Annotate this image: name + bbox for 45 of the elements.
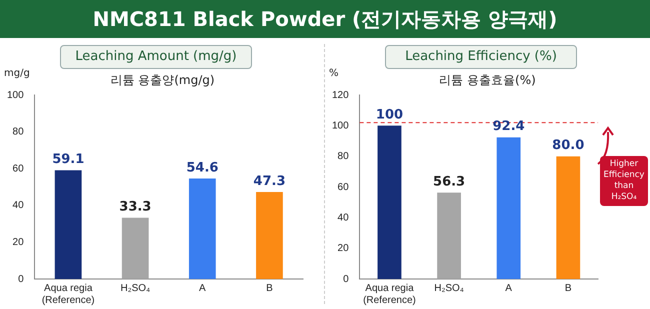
y-tick-label: 40 xyxy=(338,212,350,224)
bar xyxy=(378,126,402,279)
bar xyxy=(188,178,216,279)
bar xyxy=(54,170,82,279)
text: Higher Efficiency than H₂SO₄ xyxy=(600,156,648,206)
y-tick-label: 0 xyxy=(18,274,24,285)
x-tick-label: B xyxy=(266,282,274,294)
data-label: 92.4 xyxy=(492,119,525,134)
y-tick-label: 80 xyxy=(338,151,350,162)
data-label: 59.1 xyxy=(52,152,84,168)
chart-title: Leaching Efficiency (%) xyxy=(385,45,577,69)
y-tick-label: 20 xyxy=(12,236,24,248)
y-axis-title: % xyxy=(329,68,339,79)
x-tick-label: Aqua regia (Reference) xyxy=(363,282,416,306)
data-label: 33.3 xyxy=(119,200,152,215)
y-tick-label: 120 xyxy=(332,90,350,101)
x-tick-label: A xyxy=(505,282,512,294)
bar xyxy=(556,156,580,279)
bar xyxy=(256,192,283,279)
y-tick-label: 40 xyxy=(12,200,24,212)
bar xyxy=(496,137,521,279)
x-tick-label: Aqua regia (Reference) xyxy=(42,282,95,306)
y-tick-label: 20 xyxy=(338,243,350,254)
chart-subtitle: 리튬 용출효율(%) xyxy=(439,73,536,87)
x-tick-label: H₂SO₄ xyxy=(434,282,464,294)
text: NMC811 Black Powder (전기자동차용 양극재) xyxy=(0,0,650,38)
y-tick-label: 80 xyxy=(12,126,24,138)
data-label: 80.0 xyxy=(552,138,584,154)
data-label: 56.3 xyxy=(433,174,466,190)
data-label: 54.6 xyxy=(186,160,218,176)
bar xyxy=(437,192,461,279)
x-tick-label: H₂SO₄ xyxy=(120,282,150,294)
y-tick-label: 100 xyxy=(6,90,24,101)
y-axis-title: mg/g xyxy=(4,68,30,79)
y-tick-label: 0 xyxy=(343,274,350,285)
x-tick-label: A xyxy=(199,282,206,294)
y-tick-label: 60 xyxy=(338,182,350,193)
data-label: 100 xyxy=(376,108,404,123)
chart-subtitle: 리튬 용출양(mg/g) xyxy=(110,73,215,87)
y-tick-label: 60 xyxy=(12,163,24,174)
x-tick-label: B xyxy=(564,282,572,294)
data-label: 47.3 xyxy=(253,174,286,189)
chart-title: Leaching Amount (mg/g) xyxy=(60,45,252,69)
y-tick-label: 100 xyxy=(332,120,350,132)
bar xyxy=(122,218,149,279)
